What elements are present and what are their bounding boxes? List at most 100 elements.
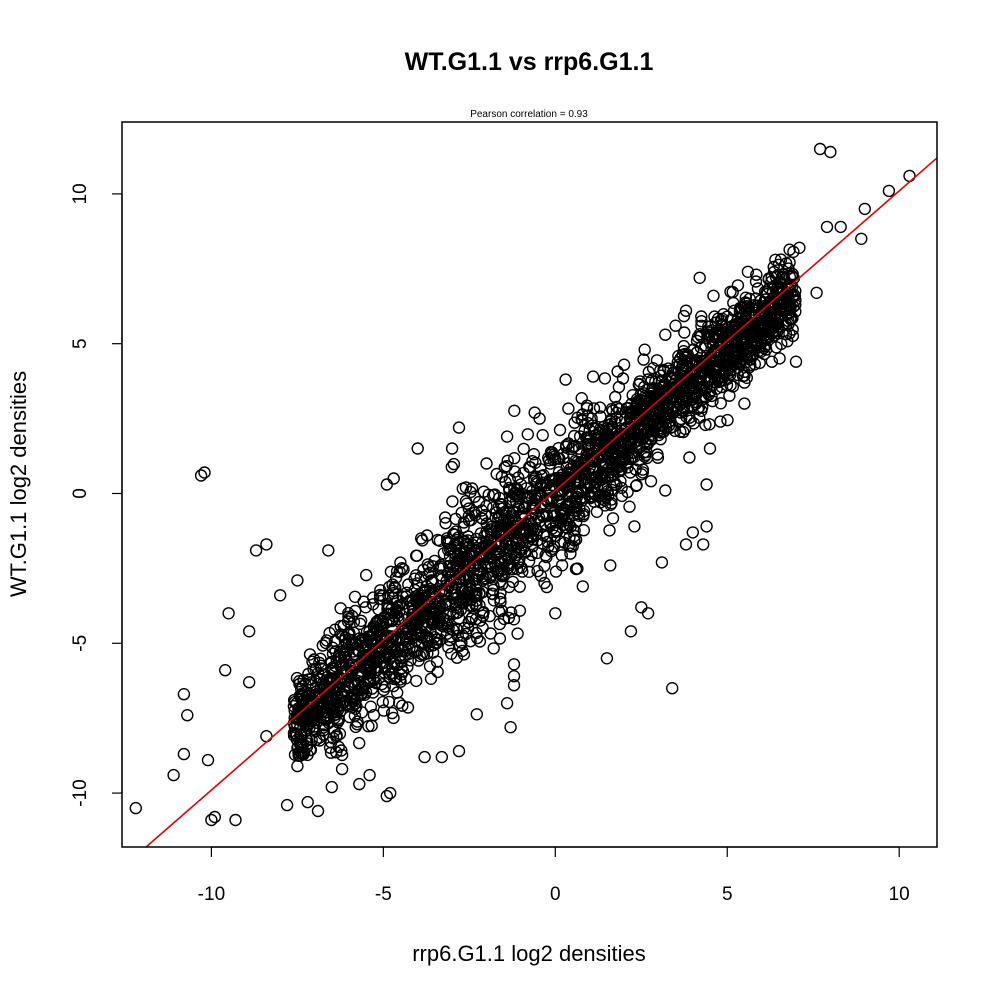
data-point <box>540 580 553 594</box>
data-point <box>616 449 630 463</box>
data-point <box>426 639 440 652</box>
data-point <box>328 706 342 719</box>
data-point <box>705 324 719 337</box>
data-point <box>290 718 304 731</box>
data-point <box>376 695 389 709</box>
data-point <box>762 272 776 285</box>
data-point <box>424 672 438 685</box>
data-point <box>201 753 215 767</box>
data-point <box>651 451 665 464</box>
data-point <box>513 604 527 617</box>
data-point <box>450 651 464 664</box>
data-point <box>594 447 607 461</box>
data-point <box>629 463 642 476</box>
data-point <box>604 559 617 572</box>
data-point <box>784 311 798 324</box>
data-point <box>757 341 771 355</box>
data-point <box>394 556 407 569</box>
data-point <box>343 699 356 713</box>
data-point <box>480 457 493 470</box>
data-point <box>531 564 544 578</box>
data-point <box>280 798 294 812</box>
data-point <box>751 314 765 327</box>
data-point <box>783 306 796 319</box>
data-point <box>594 432 607 445</box>
data-point <box>370 632 383 646</box>
data-point <box>411 593 424 606</box>
data-point <box>426 602 439 615</box>
data-point <box>699 341 712 354</box>
data-point <box>669 319 682 332</box>
data-point <box>882 184 896 198</box>
data-point <box>348 687 361 701</box>
data-point <box>418 584 432 597</box>
data-point <box>380 789 393 803</box>
data-point <box>715 312 729 325</box>
data-point <box>573 509 586 522</box>
data-point <box>820 220 834 234</box>
data-point <box>527 448 541 461</box>
data-point <box>528 406 541 419</box>
data-point <box>459 481 473 494</box>
data-point <box>562 539 576 552</box>
data-point <box>638 450 651 463</box>
data-point <box>793 241 806 255</box>
data-point <box>339 631 352 644</box>
data-point <box>723 389 736 402</box>
data-point <box>394 675 407 688</box>
data-point <box>684 414 697 427</box>
data-point <box>445 442 459 455</box>
data-point <box>772 299 786 312</box>
data-point <box>654 433 667 446</box>
data-point <box>129 801 143 815</box>
data-point <box>495 604 509 617</box>
data-point <box>625 408 638 421</box>
data-point <box>387 584 400 598</box>
data-point <box>624 625 638 638</box>
data-point <box>410 549 424 562</box>
data-point <box>305 708 319 722</box>
data-point <box>395 668 408 681</box>
data-point <box>352 671 366 684</box>
data-point <box>562 518 576 531</box>
data-point <box>571 456 584 469</box>
data-point <box>679 351 692 364</box>
data-point <box>522 565 536 578</box>
data-point <box>676 348 689 362</box>
data-point <box>295 728 308 742</box>
data-point <box>763 282 776 295</box>
data-point <box>553 423 567 437</box>
data-point <box>506 562 520 576</box>
data-point <box>502 513 516 526</box>
data-point <box>426 560 440 573</box>
data-point <box>510 490 524 503</box>
data-point <box>575 392 588 405</box>
data-point <box>608 456 621 469</box>
data-point <box>693 271 706 284</box>
data-point <box>218 664 232 677</box>
data-point <box>749 306 762 319</box>
data-point <box>610 411 623 424</box>
data-point <box>388 672 401 686</box>
data-point <box>291 574 304 587</box>
y-axis: -10 -5 0 5 10 <box>70 183 123 807</box>
data-point <box>418 750 431 764</box>
data-point <box>410 674 423 688</box>
data-point <box>287 700 301 713</box>
data-point <box>439 517 452 530</box>
data-point <box>679 304 693 317</box>
data-point <box>786 267 799 281</box>
y-tick-label: -10 <box>70 779 91 806</box>
data-point <box>492 564 505 577</box>
x-tick-label: -5 <box>375 884 392 905</box>
data-point <box>177 747 191 761</box>
data-point <box>601 429 614 442</box>
data-point <box>306 702 319 716</box>
data-point <box>311 804 325 818</box>
data-point <box>576 580 589 593</box>
data-point <box>586 419 599 432</box>
data-point <box>693 328 706 341</box>
data-point <box>408 572 421 585</box>
data-point <box>229 813 242 827</box>
data-point <box>339 650 352 663</box>
